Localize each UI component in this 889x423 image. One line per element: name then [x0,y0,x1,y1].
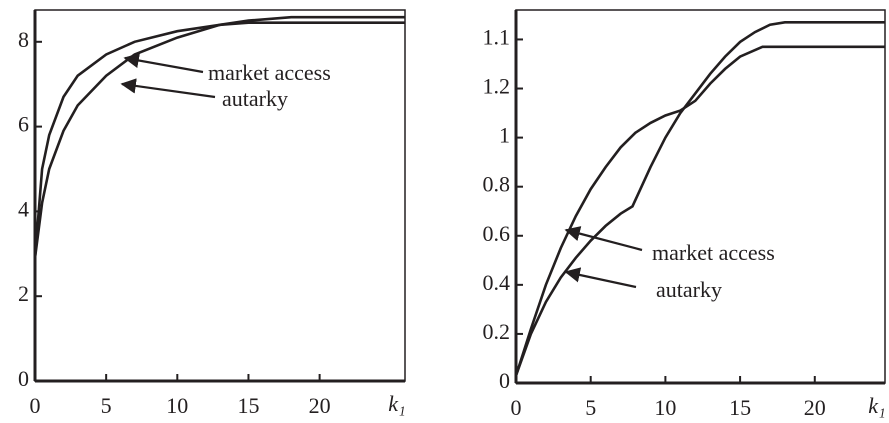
x-tick-label: 20 [309,393,331,418]
x-tick-label: 10 [166,393,188,418]
y-tick-label: 8 [18,27,29,52]
annotation: market access [652,240,775,265]
y-tick-label: 4 [18,196,29,221]
annotation: market access [208,60,331,85]
line-series [514,21,885,377]
annotation: autarky [222,86,288,111]
x-tick-label: 20 [804,395,826,420]
x-axis-label: k₁ [868,393,885,418]
y-tick-label: 1.2 [483,74,511,99]
x-tick-label: 5 [101,393,112,418]
x-axis-label: k₁ [388,391,405,416]
x-tick-label: 0 [30,393,41,418]
line-series [514,45,885,376]
x-tick-label: 15 [237,393,259,418]
y-tick-label: 1 [499,123,510,148]
line-series [33,21,405,259]
y-tick-label: 0.6 [483,221,511,246]
annotation: autarky [656,277,722,302]
y-tick-label: 6 [18,112,29,137]
y-tick-label: 2 [18,281,29,306]
y-tick-label: 0 [18,366,29,391]
plot-frame [515,9,886,384]
x-tick-label: 0 [511,395,522,420]
x-tick-label: 10 [654,395,676,420]
annotation-arrow [564,226,643,252]
y-tick-label: 0 [499,368,510,393]
line-series [33,15,405,259]
y-tick-label: 0.4 [483,270,511,295]
annotation-arrow [123,52,204,74]
x-tick-label: 5 [585,395,596,420]
annotation-arrow [564,267,637,289]
annotation-arrow [120,78,216,99]
y-tick-label: 0.2 [483,319,511,344]
x-tick-label: 15 [729,395,751,420]
y-tick-label: 0.8 [483,172,511,197]
y-tick-label: 1.1 [483,24,511,49]
